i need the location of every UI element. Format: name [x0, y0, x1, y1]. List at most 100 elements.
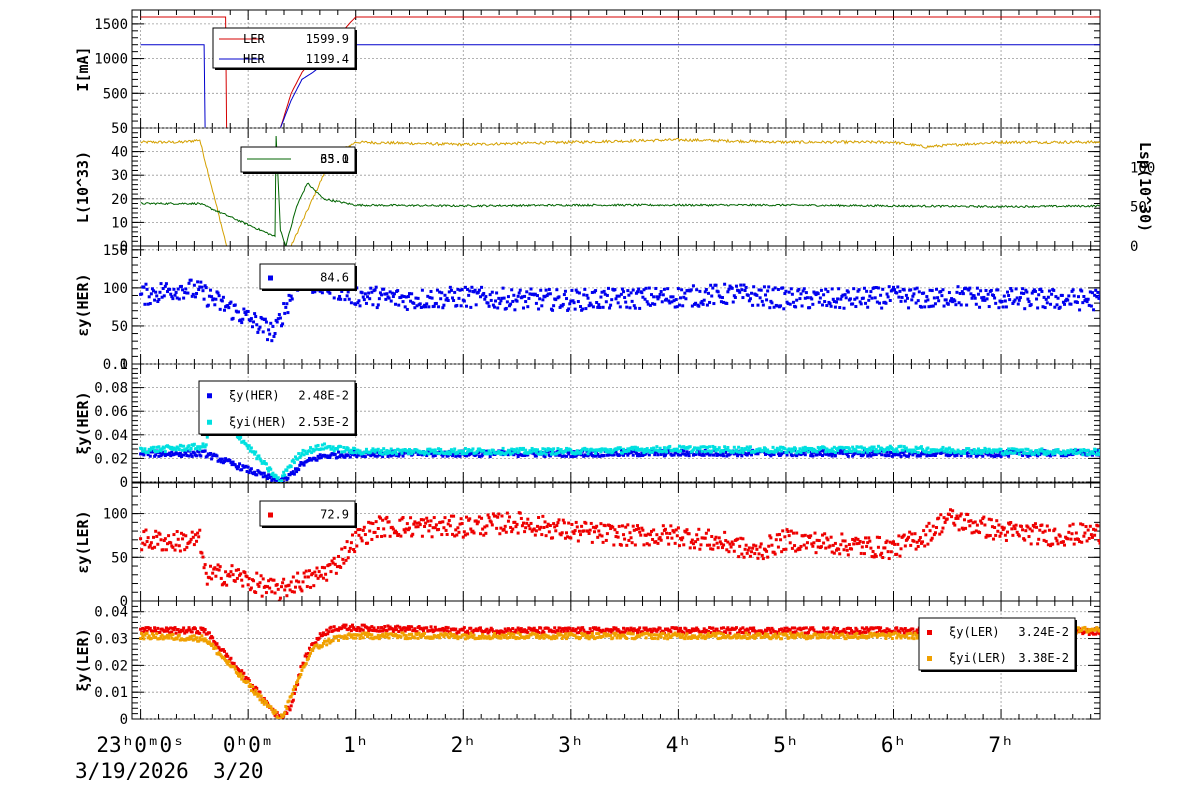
data-point	[225, 652, 229, 656]
data-point	[713, 445, 717, 449]
data-point	[876, 444, 880, 448]
data-point	[974, 529, 978, 533]
data-point	[634, 451, 638, 455]
data-point	[1071, 451, 1075, 455]
data-point	[932, 296, 936, 300]
data-point	[291, 470, 295, 474]
data-point	[169, 626, 173, 630]
data-point	[1024, 447, 1028, 451]
data-point	[533, 448, 537, 452]
data-point	[657, 449, 661, 453]
data-point	[533, 292, 537, 296]
data-point	[410, 534, 414, 538]
data-point	[975, 286, 979, 290]
data-point	[804, 546, 808, 550]
data-point	[1032, 525, 1036, 529]
data-point	[842, 548, 846, 552]
data-point	[821, 454, 825, 458]
data-point	[246, 465, 250, 469]
data-point	[837, 547, 841, 551]
data-point	[1056, 542, 1060, 546]
data-point	[350, 623, 354, 627]
data-point	[291, 458, 295, 462]
data-point	[1055, 303, 1059, 307]
data-point	[797, 450, 801, 454]
data-point	[360, 539, 364, 543]
data-point	[1011, 451, 1015, 455]
data-point	[1067, 294, 1071, 298]
data-point	[305, 585, 309, 589]
data-point	[730, 540, 734, 544]
data-point	[544, 452, 548, 456]
data-point	[592, 448, 596, 452]
data-point	[340, 289, 344, 293]
data-point	[996, 450, 1000, 454]
data-point	[1095, 295, 1099, 299]
data-point	[816, 545, 820, 549]
data-point	[1069, 448, 1073, 452]
data-point	[887, 557, 891, 561]
data-point	[687, 454, 691, 458]
data-point	[203, 445, 207, 449]
data-point	[293, 467, 297, 471]
data-point	[1094, 448, 1098, 452]
data-point	[890, 541, 894, 545]
data-point	[606, 286, 610, 290]
data-point	[328, 456, 332, 460]
data-point	[718, 540, 722, 544]
data-point	[501, 446, 505, 450]
data-point	[915, 454, 919, 458]
data-point	[440, 291, 444, 295]
data-point	[750, 550, 754, 554]
data-point	[968, 524, 972, 528]
data-point	[1019, 291, 1023, 295]
data-point	[712, 453, 716, 457]
data-point	[143, 627, 147, 631]
data-point	[789, 287, 793, 291]
data-point	[217, 568, 221, 572]
data-point	[267, 473, 271, 477]
data-point	[834, 447, 838, 451]
data-point	[978, 531, 982, 535]
data-point	[932, 533, 936, 537]
data-point	[851, 537, 855, 541]
data-point	[727, 287, 731, 291]
data-point	[551, 449, 555, 453]
data-point	[415, 630, 419, 634]
data-point	[380, 534, 384, 538]
data-point	[1068, 524, 1072, 528]
data-point	[192, 283, 196, 287]
data-point	[500, 449, 504, 453]
data-point	[674, 528, 678, 532]
data-point	[690, 538, 694, 542]
data-point	[253, 470, 257, 474]
data-point	[328, 562, 332, 566]
data-point	[515, 299, 519, 303]
data-point	[731, 300, 735, 304]
data-point	[1013, 451, 1017, 455]
data-point	[583, 287, 587, 291]
data-point	[190, 530, 194, 534]
data-point	[884, 301, 888, 305]
data-point	[736, 454, 740, 458]
data-point	[190, 294, 194, 298]
data-point	[355, 629, 359, 633]
data-point	[994, 533, 998, 537]
data-point	[529, 521, 533, 525]
data-point	[546, 522, 550, 526]
data-point	[912, 292, 916, 296]
data-point	[709, 283, 713, 287]
data-point	[430, 535, 434, 539]
legend-value: 72.9	[320, 508, 349, 522]
y-tick-label: 0	[120, 594, 128, 610]
data-point	[207, 294, 211, 298]
data-point	[563, 289, 567, 293]
data-point	[216, 291, 220, 295]
data-point	[372, 452, 376, 456]
data-point	[800, 304, 804, 308]
data-point	[712, 302, 716, 306]
data-point	[1105, 449, 1108, 452]
data-point	[947, 513, 951, 517]
data-point	[316, 454, 320, 458]
data-point	[907, 535, 911, 539]
